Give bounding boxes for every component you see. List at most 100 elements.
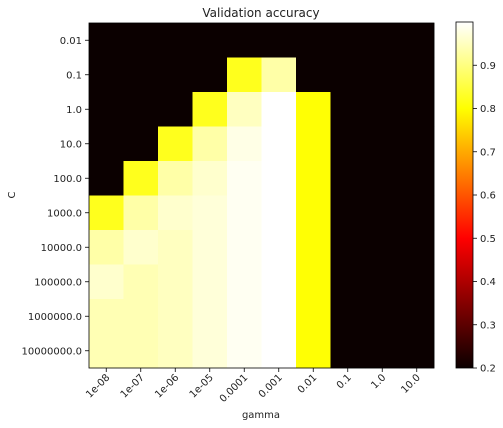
colorbar-tick-label: 0.5 <box>480 234 496 245</box>
heatmap-cell <box>261 92 297 127</box>
heatmap-cell <box>158 57 193 93</box>
heatmap-cell <box>399 161 435 196</box>
heatmap-cell <box>89 230 124 265</box>
heatmap-cell <box>365 195 400 231</box>
heatmap-cell <box>123 195 159 231</box>
x-tick-label: 0.1 <box>335 372 354 391</box>
heatmap-cell <box>158 161 193 196</box>
heatmap-cell <box>261 23 297 58</box>
colorbar-tick-label: 0.6 <box>480 191 496 202</box>
heatmap-cell <box>89 333 124 369</box>
heatmap-cell <box>330 333 366 369</box>
heatmap-cell <box>158 23 193 58</box>
heatmap-cell <box>158 333 193 369</box>
heatmap-cell <box>261 195 297 231</box>
colorbar-tick-label: 0.3 <box>480 320 496 331</box>
plot-frame <box>88 22 435 369</box>
heatmap-cell <box>365 299 400 334</box>
x-tick-label: 0.001 <box>257 372 285 400</box>
heatmap-cell <box>399 195 435 231</box>
heatmap-cell <box>365 264 400 300</box>
y-tick-label: 1.0 <box>66 105 82 116</box>
heatmap-cell <box>227 230 262 265</box>
heatmap-cell <box>89 299 124 334</box>
heatmap-cell <box>330 230 366 265</box>
heatmap-cell <box>365 126 400 162</box>
heatmap-cell <box>399 333 435 369</box>
heatmap-cell <box>330 92 366 127</box>
heatmap-cell <box>261 57 297 93</box>
x-axis-ticks: 1e-08 1e-07 1e-06 1e-05 0.0001 0.001 0.01 0.1 1.… <box>84 368 423 405</box>
heatmap-cell <box>158 126 193 162</box>
heatmap-cell <box>227 195 262 231</box>
heatmap-cell <box>365 333 400 369</box>
heatmap-cell <box>365 23 400 58</box>
heatmap-cell <box>123 333 159 369</box>
heatmap-cell <box>399 126 435 162</box>
heatmap-cell <box>192 126 228 162</box>
heatmap-cell <box>399 264 435 300</box>
heatmap-cell <box>158 195 193 231</box>
heatmap-cell <box>261 230 297 265</box>
heatmap-cell <box>192 161 228 196</box>
heatmap-cell <box>192 57 228 93</box>
heatmap-cell <box>123 161 159 196</box>
heatmap-cell <box>399 23 435 58</box>
y-axis-ticks: 0.01 0.1 1.0 10.0 100.0 1000.0 10000.0 100000.0… <box>22 36 89 357</box>
x-tick-label: 0.0001 <box>218 372 251 405</box>
heatmap-cell <box>89 264 124 300</box>
heatmap-cell <box>296 92 331 127</box>
x-tick-label: 1.0 <box>369 372 388 391</box>
heatmap-cell <box>296 57 331 93</box>
x-tick-label: 0.01 <box>296 372 320 396</box>
y-tick-label: 10000000.0 <box>22 346 82 357</box>
x-tick-label: 1e-06 <box>153 372 181 400</box>
y-tick-label: 0.1 <box>66 70 82 81</box>
heatmap-cell <box>399 57 435 93</box>
heatmap-cell <box>365 230 400 265</box>
heatmap-cell <box>261 126 297 162</box>
heatmap-cell <box>123 23 159 58</box>
heatmap-cell <box>330 126 366 162</box>
heatmap-cell <box>192 264 228 300</box>
colorbar: 0.2 0.3 0.4 0.5 0.6 0.7 0.8 0.9 <box>455 21 496 375</box>
heatmap-cell <box>296 299 331 334</box>
colorbar-tick-label: 0.7 <box>480 147 496 158</box>
x-tick-label: 1e-07 <box>119 372 147 400</box>
heatmap-cell <box>227 92 262 127</box>
heatmap-cell <box>296 264 331 300</box>
heatmap-cell <box>192 23 228 58</box>
heatmap-cell <box>261 333 297 369</box>
x-tick-label: 1e-05 <box>188 372 216 400</box>
colorbar-tick-label: 0.2 <box>480 364 496 375</box>
heatmap-cell <box>296 23 331 58</box>
y-tick-label: 10.0 <box>60 139 82 150</box>
heatmap-cell <box>227 299 262 334</box>
heatmap-cell <box>296 126 331 162</box>
heatmap-cell <box>192 92 228 127</box>
x-tick-label: 10.0 <box>399 372 423 396</box>
heatmap-cell <box>123 126 159 162</box>
heatmap-cell <box>158 299 193 334</box>
heatmap-cell <box>227 264 262 300</box>
y-tick-label: 10000.0 <box>41 243 82 254</box>
heatmap-cell <box>261 299 297 334</box>
heatmap-cell <box>227 126 262 162</box>
heatmap-cell <box>158 92 193 127</box>
colorbar-tick-label: 0.8 <box>480 104 496 115</box>
heatmap-cell <box>296 333 331 369</box>
heatmap-cell <box>192 299 228 334</box>
heatmap-cell <box>192 195 228 231</box>
heatmap-cell <box>399 299 435 334</box>
heatmap-cell <box>399 230 435 265</box>
heatmap-cell <box>330 161 366 196</box>
heatmap-cell <box>123 230 159 265</box>
y-tick-label: 1000.0 <box>47 208 82 219</box>
heatmap-cell <box>123 92 159 127</box>
heatmap-cell <box>158 264 193 300</box>
y-tick-label: 100.0 <box>53 174 82 185</box>
heatmap-cell <box>330 23 366 58</box>
heatmap-cell <box>89 92 124 127</box>
heatmap-cell <box>399 92 435 127</box>
